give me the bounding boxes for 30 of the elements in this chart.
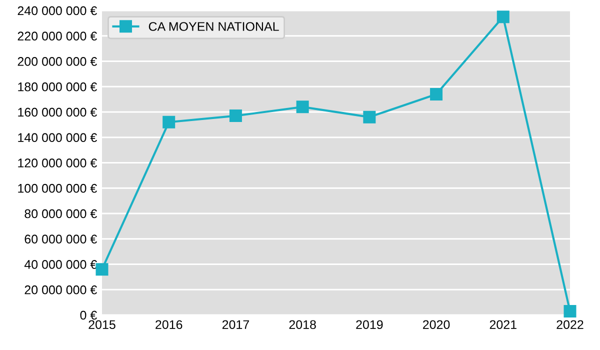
y-tick-label: 160 000 000 €	[18, 108, 97, 117]
point	[564, 304, 576, 318]
x-tick-label: 2015	[88, 320, 116, 330]
point	[296, 100, 309, 114]
y-tick-label: 180 000 000 €	[18, 82, 97, 92]
point	[229, 110, 242, 122]
y-tick-label: 60 000 000 €	[24, 234, 97, 244]
point	[96, 263, 108, 276]
x-tick-label: 2021	[490, 320, 516, 330]
y-tick-label: 0 €	[80, 310, 97, 320]
x-tick-label: 2018	[289, 320, 316, 330]
y-tick-label: 120 000 000 €	[18, 158, 97, 168]
y-tick-label: 100 000 000 €	[18, 184, 97, 193]
x-tick-label: 2020	[423, 320, 450, 330]
point	[496, 10, 510, 24]
legend-label: CA MOYEN NATIONAL	[148, 22, 279, 31]
y-tick-label: 200 000 000 €	[18, 57, 97, 66]
point	[430, 88, 443, 100]
point	[363, 110, 376, 124]
y-tick-label: 220 000 000 €	[18, 32, 97, 41]
point	[162, 116, 176, 128]
y-tick-label: 140 000 000 €	[18, 133, 97, 142]
x-tick-label: 2016	[156, 320, 182, 330]
y-tick-label: 20 000 000 €	[24, 285, 97, 294]
y-tick-label: 40 000 000 €	[24, 260, 97, 269]
y-tick-label: 80 000 000 €	[24, 209, 97, 218]
x-tick-label: 2019	[356, 320, 383, 330]
y-tick-label: 240 000 000 €	[18, 6, 97, 16]
x-tick-label: 2022	[556, 320, 584, 330]
x-tick-label: 2017	[222, 320, 249, 330]
